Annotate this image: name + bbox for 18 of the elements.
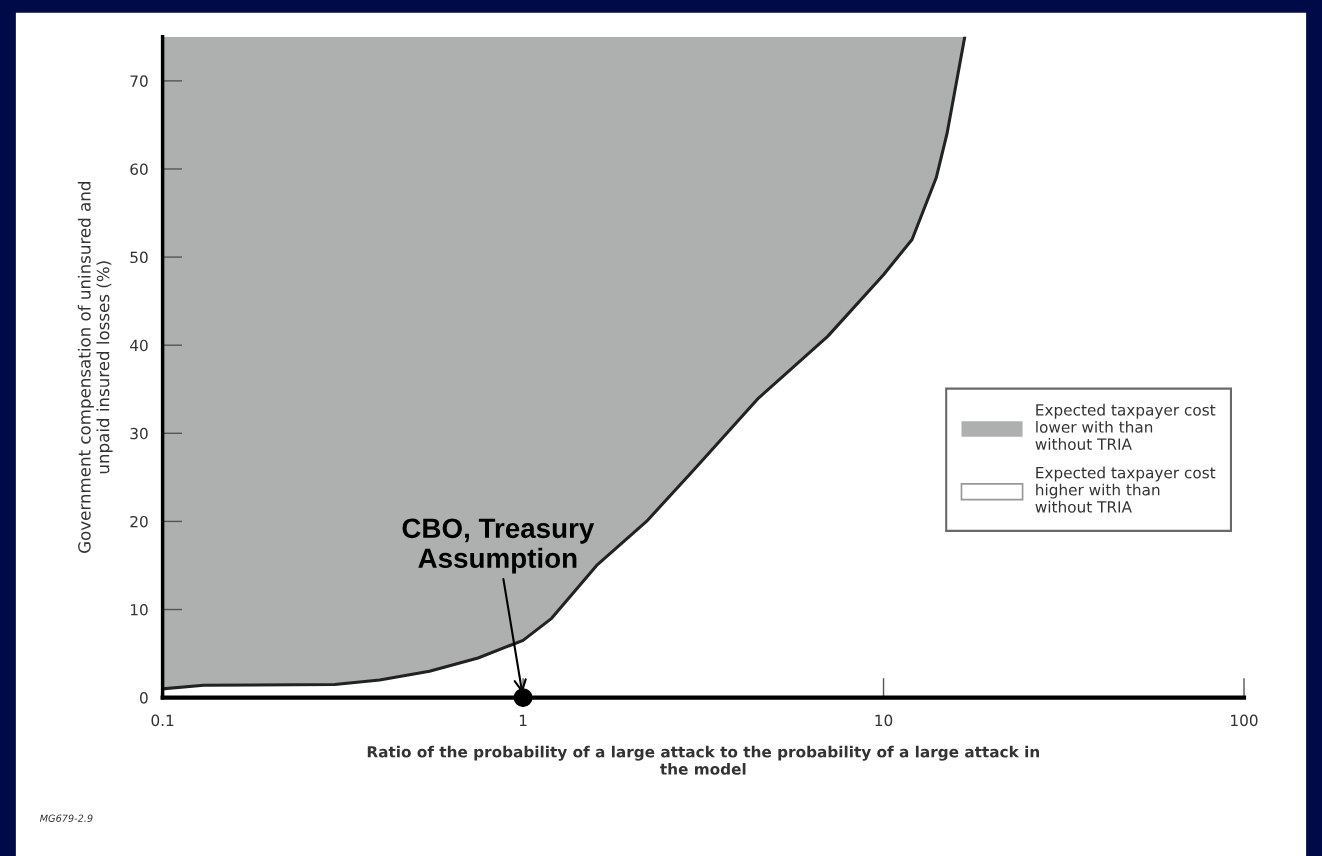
y-tick-label: 70: [130, 75, 148, 87]
y-tick-label: 50: [130, 251, 148, 264]
y-tick-label: 30: [130, 427, 148, 440]
text: MG679-2.9: [39, 814, 93, 822]
y-tick-label: 20: [130, 515, 148, 528]
x-tick-label: 10: [875, 714, 893, 727]
annotation: CBO, Treasury Assumption: [402, 518, 595, 574]
x-tick-label: 1: [519, 714, 527, 726]
y-tick-label: 10: [130, 603, 148, 616]
x-axis-title: Ratio of the probability of a large attack to the probability of a large attack in the model: [367, 745, 1040, 775]
x-tick-label: 100: [1231, 714, 1258, 727]
legend-label: Expected taxpayer cost lower with than without TRIA: [1035, 403, 1216, 450]
x-tick-label: 0.1: [151, 714, 174, 727]
y-tick-label: 60: [130, 163, 148, 175]
y-axis-title: Government compensation of uninsured and unpaid insured losses (%): [77, 182, 113, 553]
y-tick-label: 40: [130, 339, 148, 352]
legend-label: Expected taxpayer cost higher with than without TRIA: [1035, 466, 1216, 513]
y-tick-label: 0: [140, 692, 148, 704]
